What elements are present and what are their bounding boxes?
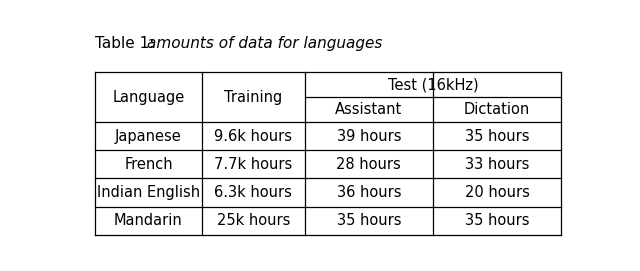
Text: Japanese: Japanese [115, 128, 182, 144]
Text: Dictation: Dictation [464, 102, 530, 117]
Text: French: French [124, 157, 173, 172]
Text: 36 hours: 36 hours [337, 185, 401, 200]
Text: Test (16kHz): Test (16kHz) [388, 77, 478, 92]
Text: Assistant: Assistant [335, 102, 403, 117]
Text: 35 hours: 35 hours [465, 213, 529, 228]
Text: 20 hours: 20 hours [465, 185, 529, 200]
Text: Table 1:: Table 1: [95, 36, 159, 51]
Text: amounts of data for languages: amounts of data for languages [147, 36, 382, 51]
Text: 33 hours: 33 hours [465, 157, 529, 172]
Text: 9.6k hours: 9.6k hours [214, 128, 292, 144]
Text: 7.7k hours: 7.7k hours [214, 157, 292, 172]
Text: 25k hours: 25k hours [217, 213, 290, 228]
Text: 6.3k hours: 6.3k hours [214, 185, 292, 200]
Text: 28 hours: 28 hours [337, 157, 401, 172]
Text: Indian English: Indian English [97, 185, 200, 200]
Text: Mandarin: Mandarin [114, 213, 183, 228]
Text: 35 hours: 35 hours [465, 128, 529, 144]
Text: Training: Training [224, 89, 282, 105]
Text: Language: Language [113, 89, 184, 105]
Text: 39 hours: 39 hours [337, 128, 401, 144]
Text: 35 hours: 35 hours [337, 213, 401, 228]
